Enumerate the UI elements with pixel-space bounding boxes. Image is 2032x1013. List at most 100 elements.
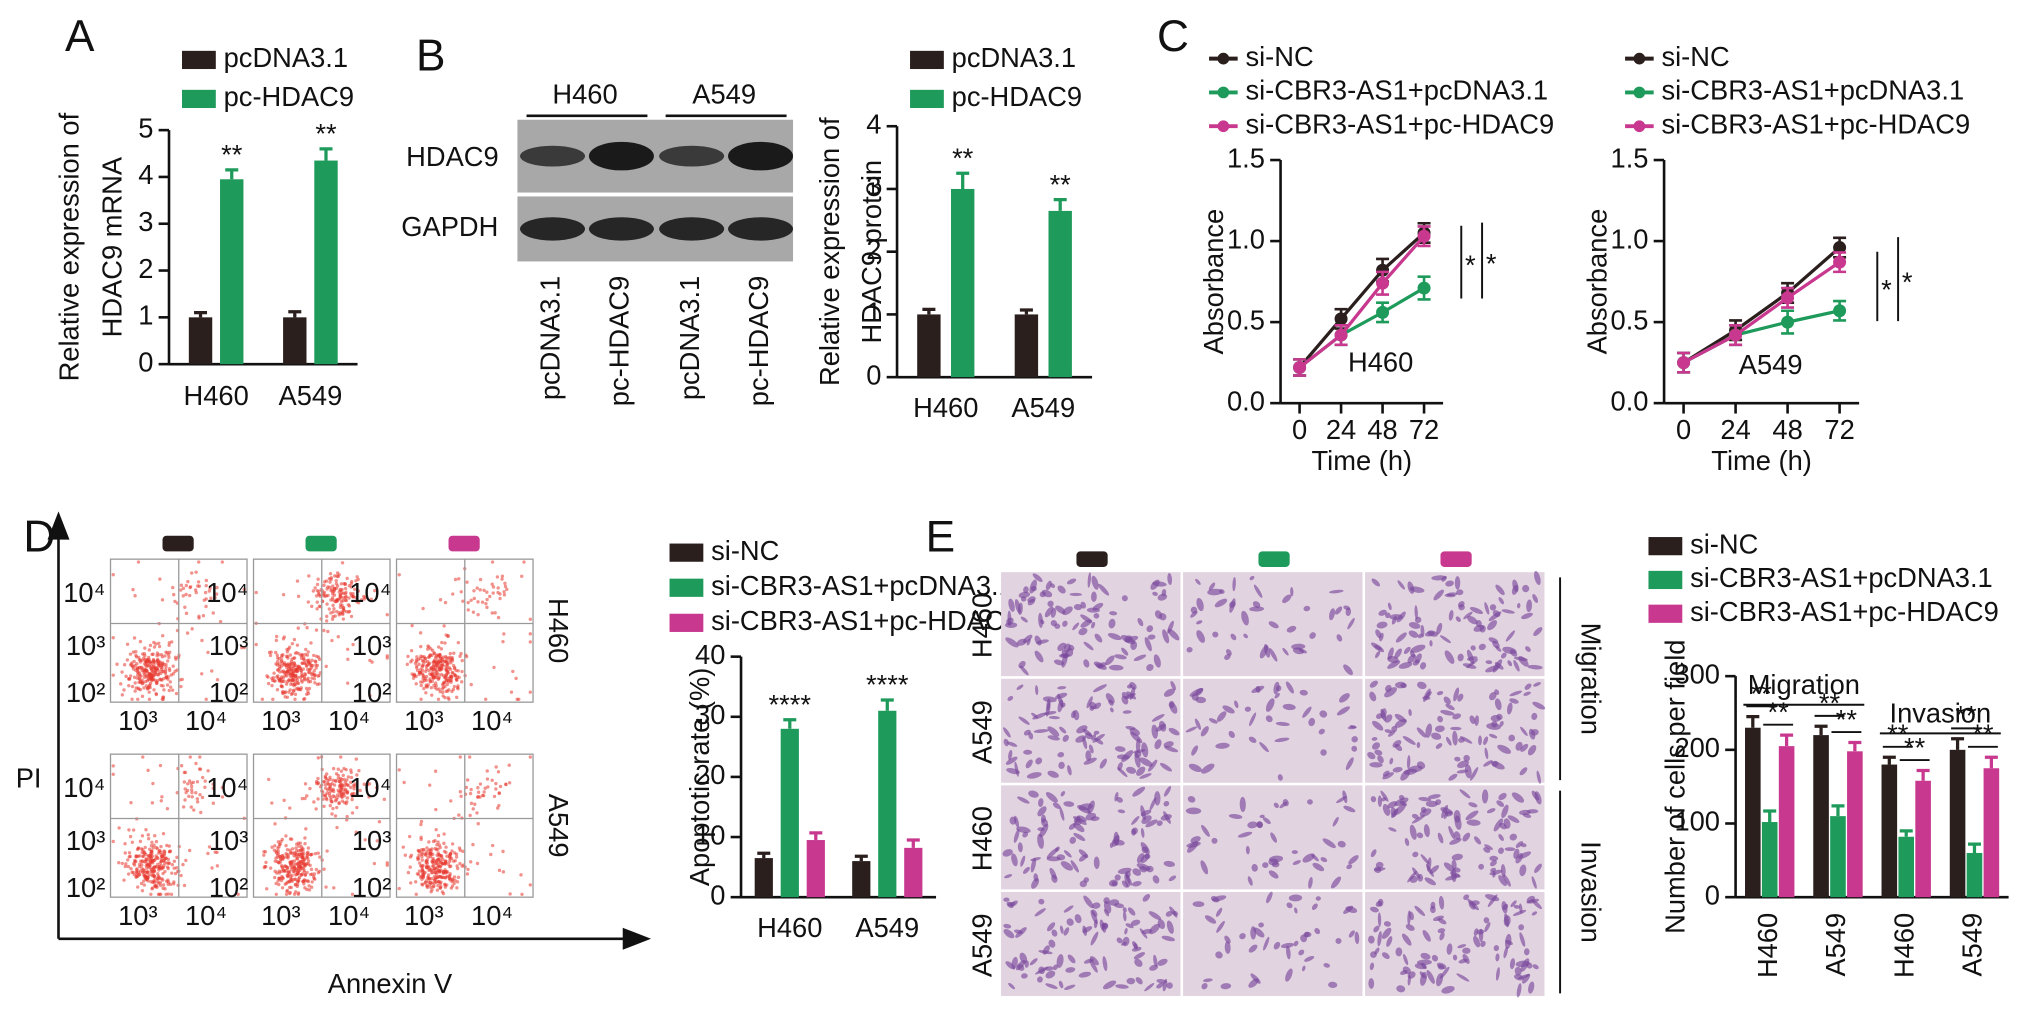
cell bbox=[1444, 593, 1456, 598]
cell bbox=[1007, 696, 1014, 701]
cell bbox=[1410, 644, 1426, 653]
flow-dot bbox=[436, 840, 440, 844]
bar bbox=[1898, 836, 1915, 898]
cell bbox=[1134, 752, 1141, 768]
x-tick-label: H460 bbox=[1888, 913, 1919, 978]
cell bbox=[1116, 797, 1123, 803]
flow-dot bbox=[211, 611, 215, 615]
cell bbox=[1373, 867, 1386, 872]
cell bbox=[1172, 910, 1178, 916]
flow-dot bbox=[498, 596, 502, 601]
cell bbox=[1465, 810, 1479, 821]
cell bbox=[1048, 939, 1056, 948]
cell bbox=[1051, 929, 1058, 937]
flow-dot bbox=[129, 674, 133, 678]
flow-dot bbox=[292, 869, 296, 874]
cell bbox=[1453, 809, 1461, 823]
cell bbox=[1486, 723, 1501, 730]
flow-dot bbox=[345, 778, 349, 782]
cell bbox=[1342, 790, 1348, 804]
flow-dot bbox=[346, 610, 351, 614]
flow-dot bbox=[159, 677, 163, 682]
flow-dot bbox=[150, 840, 154, 844]
cell bbox=[1496, 800, 1505, 807]
cell bbox=[1149, 797, 1157, 811]
flow-dot bbox=[420, 665, 424, 669]
cell bbox=[1507, 815, 1520, 823]
cell bbox=[1469, 715, 1476, 725]
cell bbox=[1519, 932, 1526, 947]
flow-dot bbox=[150, 870, 154, 874]
flow-dot bbox=[273, 844, 277, 848]
flow-dot bbox=[468, 813, 472, 818]
flow-dot bbox=[359, 598, 364, 602]
cell bbox=[1386, 936, 1393, 947]
flow-dot bbox=[443, 885, 448, 889]
cell bbox=[1456, 589, 1464, 596]
flow-dot bbox=[213, 850, 217, 854]
cell bbox=[1022, 866, 1030, 874]
flow-dot bbox=[117, 861, 121, 865]
flow-dot bbox=[145, 664, 149, 669]
cell bbox=[1016, 684, 1024, 690]
cell bbox=[1463, 754, 1470, 762]
flow-dot bbox=[446, 677, 450, 681]
cell bbox=[1241, 610, 1249, 626]
cell bbox=[1431, 954, 1439, 962]
flow-dot bbox=[480, 793, 485, 798]
flow-dot bbox=[299, 859, 303, 864]
flow-dot bbox=[283, 695, 287, 699]
flow-dot bbox=[138, 639, 143, 644]
flow-dot bbox=[136, 560, 141, 564]
cell bbox=[1329, 608, 1335, 621]
cell bbox=[1474, 715, 1479, 726]
cell bbox=[1522, 973, 1531, 984]
flow-dot bbox=[161, 661, 165, 665]
cell bbox=[1263, 936, 1270, 951]
cell bbox=[1420, 624, 1425, 638]
flow-dot bbox=[254, 642, 258, 647]
cell bbox=[1417, 681, 1427, 690]
flow-dot bbox=[457, 813, 461, 817]
flow-dot bbox=[154, 883, 159, 888]
legend-swatch bbox=[182, 50, 216, 70]
flow-dot bbox=[420, 851, 424, 855]
cell bbox=[1499, 720, 1504, 727]
cell bbox=[1074, 914, 1082, 924]
flow-dot bbox=[160, 655, 165, 659]
flow-dot bbox=[127, 683, 131, 688]
cell bbox=[1399, 800, 1408, 807]
flow-dot bbox=[488, 594, 492, 599]
cell bbox=[1078, 803, 1093, 811]
cell bbox=[1115, 984, 1129, 989]
cell bbox=[1056, 854, 1066, 861]
flow-dot bbox=[293, 883, 298, 887]
flow-dot bbox=[289, 862, 293, 866]
flow-dot bbox=[294, 667, 298, 671]
cell bbox=[1490, 860, 1497, 867]
cell bbox=[1498, 792, 1507, 801]
flow-dot bbox=[420, 864, 424, 868]
flow-dot bbox=[291, 851, 295, 856]
cell bbox=[1495, 953, 1500, 962]
flow-dot bbox=[275, 659, 280, 664]
flow-dot bbox=[296, 891, 301, 895]
flow-dot bbox=[159, 799, 163, 803]
flow-dot bbox=[188, 585, 192, 590]
group-swatch bbox=[1258, 551, 1290, 567]
flow-dot bbox=[200, 795, 205, 800]
cell bbox=[1393, 803, 1406, 816]
cell bbox=[1395, 632, 1407, 643]
cell bbox=[1369, 762, 1383, 768]
flow-x-tick-label: 10⁴ bbox=[185, 900, 227, 931]
flow-dot bbox=[130, 870, 134, 874]
flow-dot bbox=[334, 586, 338, 591]
flow-dot bbox=[426, 880, 431, 884]
flow-dot bbox=[382, 797, 386, 802]
flow-dot bbox=[215, 585, 219, 590]
point bbox=[1781, 315, 1795, 329]
cell bbox=[1495, 584, 1505, 596]
flow-y-tick-label: 10² bbox=[66, 677, 105, 708]
cell bbox=[1474, 836, 1482, 845]
cell bbox=[1162, 629, 1170, 644]
